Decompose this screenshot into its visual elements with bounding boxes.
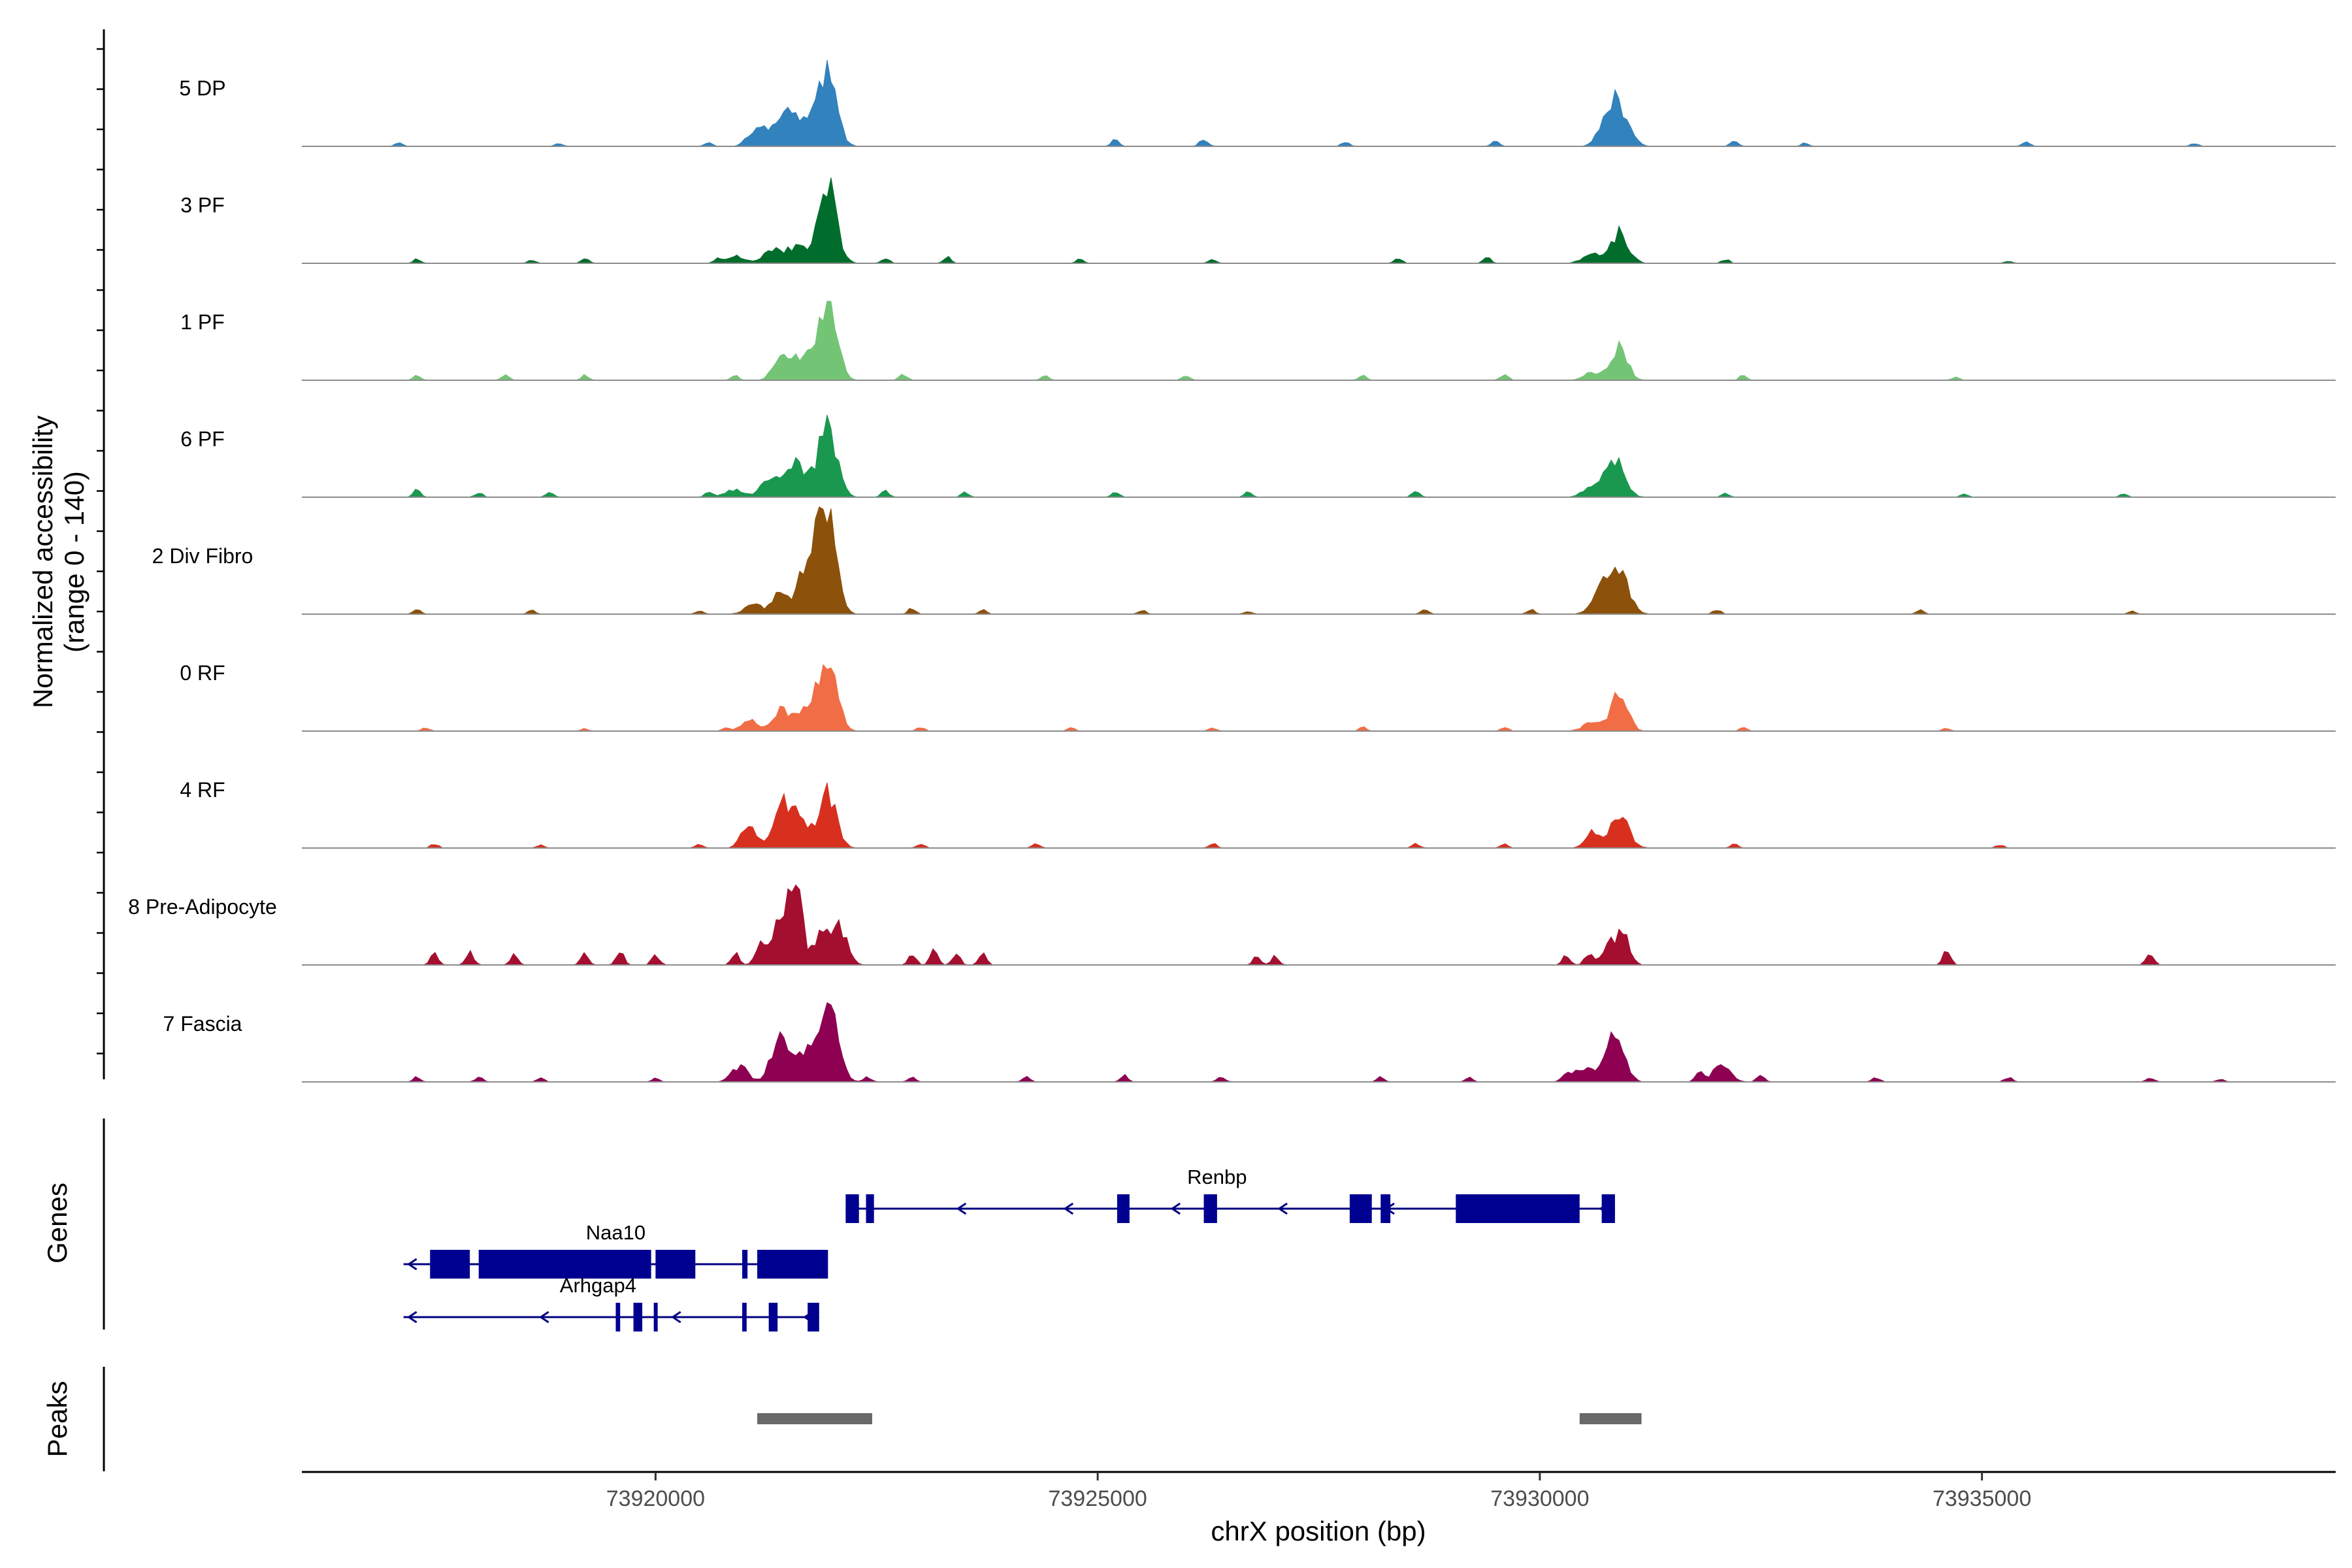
coverage-area — [302, 664, 2336, 732]
track-2-div-fibro: 2 Div Fibro — [152, 506, 2336, 615]
coverage-area — [302, 301, 2336, 381]
exon — [757, 1250, 828, 1279]
track-label: 8 Pre-Adipocyte — [128, 895, 277, 919]
track-5-dp: 5 DP — [179, 59, 2336, 147]
y-axis-label-line1: Normalized accessibility — [27, 416, 58, 708]
exon — [430, 1250, 470, 1279]
track-1-pf: 1 PF — [180, 301, 2336, 381]
track-6-pf: 6 PF — [180, 414, 2336, 498]
track-7-fascia: 7 Fascia — [163, 1002, 2336, 1083]
track-label: 0 RF — [180, 661, 225, 685]
track-4-rf: 4 RF — [180, 778, 2336, 849]
peak-region-bar — [1579, 1413, 1642, 1424]
strand-arrow — [406, 1258, 417, 1271]
coverage-area — [302, 506, 2336, 615]
exon — [478, 1250, 651, 1279]
strand-arrow — [1277, 1202, 1288, 1215]
track-8-pre-adipocyte: 8 Pre-Adipocyte — [128, 884, 2336, 966]
peak-region-bar — [757, 1413, 872, 1424]
exon — [1380, 1194, 1391, 1223]
x-tick-label: 73925000 — [1048, 1486, 1147, 1511]
strand-arrow — [956, 1202, 967, 1215]
exon — [742, 1250, 748, 1279]
coverage-tracks: 5 DP 3 PF 1 PF 6 PF 2 Div Fibro 0 RF 4 RF 8 Pre… — [128, 59, 2336, 1083]
gene-label: Renbp — [1187, 1166, 1247, 1188]
coverage-area — [302, 1002, 2336, 1083]
coverage-area — [302, 414, 2336, 498]
coverage-area — [302, 782, 2336, 849]
track-label: 3 PF — [180, 193, 225, 217]
gene-models: Renbp Naa10 Arhgap4 — [403, 1166, 1615, 1331]
coverage-area — [302, 59, 2336, 147]
exon — [1349, 1194, 1372, 1223]
gene-naa10: Naa10 — [403, 1221, 828, 1279]
strand-arrow — [1170, 1202, 1181, 1215]
exon — [768, 1303, 778, 1331]
track-label: 7 Fascia — [163, 1012, 242, 1036]
genes-panel-label: Genes — [42, 1183, 73, 1264]
gene-arhgap4: Arhgap4 — [403, 1274, 819, 1331]
y-axis-label-line2: (range 0 - 140) — [59, 471, 90, 653]
exon — [633, 1303, 643, 1331]
exon — [653, 1303, 658, 1331]
track-label: 1 PF — [180, 310, 225, 334]
x-axis: 73920000 73925000 73930000 73935000 chrX po… — [302, 1471, 2336, 1546]
gene-label: Arhgap4 — [560, 1274, 636, 1297]
track-3-pf: 3 PF — [180, 177, 2336, 264]
genes-panel: Genes Renbp Naa10 Arhgap4 — [42, 1119, 1615, 1331]
track-label: 5 DP — [179, 76, 225, 100]
x-tick-label: 73930000 — [1490, 1486, 1589, 1511]
strand-arrow — [1063, 1202, 1074, 1215]
exon — [1601, 1194, 1615, 1223]
x-tick-label: 73920000 — [606, 1486, 705, 1511]
exon — [1117, 1194, 1130, 1223]
x-axis-label: chrX position (bp) — [1211, 1516, 1426, 1546]
coverage-area — [302, 884, 2336, 966]
track-0-rf: 0 RF — [180, 661, 2336, 732]
gene-label: Naa10 — [586, 1221, 645, 1244]
x-tick-label: 73935000 — [1933, 1486, 2031, 1511]
exon — [845, 1194, 859, 1223]
track-label: 4 RF — [180, 778, 225, 802]
exon — [1203, 1194, 1217, 1223]
x-ticks: 73920000 73925000 73930000 73935000 — [606, 1472, 2031, 1511]
exon — [742, 1303, 747, 1331]
peaks-panel: Peaks — [42, 1367, 1642, 1471]
peak-bars — [757, 1413, 1642, 1424]
track-label: 6 PF — [180, 427, 225, 451]
exon — [615, 1303, 621, 1331]
coverage-panel: 5 DP 3 PF 1 PF 6 PF 2 Div Fibro 0 RF 4 RF 8 Pre… — [27, 29, 2336, 1083]
exon — [808, 1303, 819, 1331]
coverage-area — [302, 177, 2336, 264]
strand-arrow — [671, 1311, 681, 1324]
exon — [1456, 1194, 1580, 1223]
exon — [866, 1194, 874, 1223]
coverage-y-ticks — [97, 48, 104, 1054]
track-label: 2 Div Fibro — [152, 544, 253, 568]
strand-arrow — [406, 1311, 417, 1324]
strand-arrow — [538, 1311, 549, 1324]
peaks-panel-label: Peaks — [42, 1381, 73, 1458]
gene-renbp: Renbp — [845, 1166, 1615, 1223]
exon — [655, 1250, 696, 1279]
